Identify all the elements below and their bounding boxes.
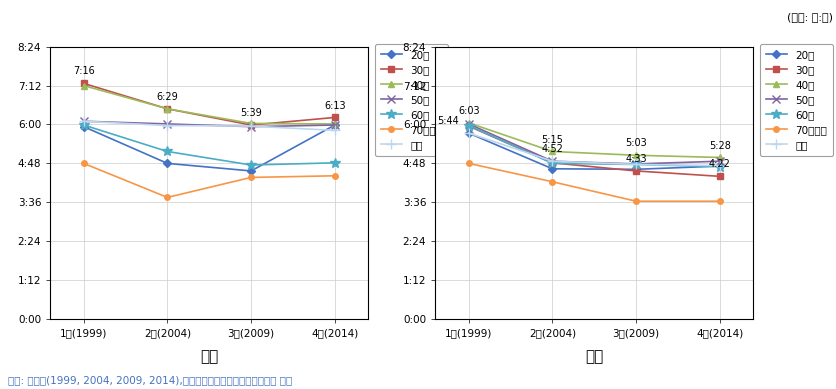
Line: 20대: 20대 bbox=[466, 130, 721, 172]
Text: 6:29: 6:29 bbox=[156, 92, 178, 102]
Line: 60대: 60대 bbox=[79, 120, 339, 170]
전체 bbox=[714, 163, 724, 168]
40대 bbox=[714, 155, 724, 160]
50대 bbox=[79, 119, 89, 124]
20대 bbox=[329, 123, 339, 127]
50대 bbox=[329, 123, 339, 127]
X-axis label: 남성: 남성 bbox=[200, 349, 218, 364]
Legend: 20대, 30대, 40대, 50대, 60대, 70대이상, 전체: 20대, 30대, 40대, 50대, 60대, 70대이상, 전체 bbox=[759, 44, 832, 156]
전체 bbox=[329, 128, 339, 133]
전체 bbox=[162, 123, 172, 128]
20대 bbox=[162, 161, 172, 166]
Line: 40대: 40대 bbox=[465, 119, 722, 161]
Legend: 20대, 30대, 40대, 50대, 60대, 70대이상, 전체: 20대, 30대, 40대, 50대, 60대, 70대이상, 전체 bbox=[375, 44, 447, 156]
70대이상 bbox=[547, 179, 557, 184]
20대 bbox=[714, 164, 724, 168]
Line: 50대: 50대 bbox=[79, 117, 339, 131]
Text: (단위: 시:분): (단위: 시:분) bbox=[786, 12, 832, 22]
30대 bbox=[714, 174, 724, 179]
전체 bbox=[79, 119, 89, 124]
60대 bbox=[463, 123, 473, 128]
전체 bbox=[463, 131, 473, 135]
60대 bbox=[162, 149, 172, 154]
Text: 자료: 통계청(1999, 2004, 2009, 2014),「생활시간조사」마이크로데이타 분석: 자료: 통계청(1999, 2004, 2009, 2014),「생활시간조사」… bbox=[8, 375, 293, 385]
30대 bbox=[246, 123, 256, 127]
20대 bbox=[79, 124, 89, 129]
Text: 6:03: 6:03 bbox=[457, 106, 479, 116]
Line: 40대: 40대 bbox=[80, 82, 338, 128]
Line: 60대: 60대 bbox=[463, 121, 724, 172]
30대 bbox=[547, 161, 557, 165]
30대 bbox=[329, 115, 339, 120]
Text: 5:03: 5:03 bbox=[624, 138, 646, 148]
20대 bbox=[630, 167, 640, 172]
Line: 전체: 전체 bbox=[463, 128, 724, 170]
40대 bbox=[463, 121, 473, 125]
Text: 6:13: 6:13 bbox=[324, 100, 345, 110]
30대 bbox=[463, 124, 473, 128]
60대 bbox=[329, 161, 339, 165]
60대 bbox=[630, 162, 640, 167]
50대 bbox=[714, 159, 724, 163]
70대이상 bbox=[79, 161, 89, 166]
Line: 70대이상: 70대이상 bbox=[466, 161, 721, 204]
Text: 4:33: 4:33 bbox=[624, 154, 646, 164]
70대이상 bbox=[329, 173, 339, 178]
Text: 5:28: 5:28 bbox=[708, 140, 730, 151]
Text: 4:52: 4:52 bbox=[541, 144, 563, 154]
50대 bbox=[547, 159, 557, 163]
60대 bbox=[246, 163, 256, 167]
전체 bbox=[246, 124, 256, 128]
전체 bbox=[547, 159, 557, 163]
30대 bbox=[79, 81, 89, 86]
Text: 5:15: 5:15 bbox=[541, 135, 563, 145]
50대 bbox=[630, 161, 640, 166]
70대이상 bbox=[246, 175, 256, 180]
20대 bbox=[246, 168, 256, 173]
Line: 30대: 30대 bbox=[81, 81, 337, 128]
30대 bbox=[630, 168, 640, 173]
50대 bbox=[162, 122, 172, 126]
Text: 4:22: 4:22 bbox=[708, 159, 730, 169]
Line: 20대: 20대 bbox=[81, 122, 337, 174]
40대 bbox=[329, 122, 339, 126]
Text: 5:44: 5:44 bbox=[436, 116, 458, 126]
X-axis label: 여성: 여성 bbox=[584, 349, 603, 364]
Text: 7:16: 7:16 bbox=[73, 67, 94, 77]
40대 bbox=[79, 83, 89, 88]
전체 bbox=[630, 162, 640, 167]
Text: 5:39: 5:39 bbox=[240, 108, 262, 118]
Line: 전체: 전체 bbox=[79, 116, 339, 135]
70대이상 bbox=[630, 199, 640, 203]
70대이상 bbox=[463, 161, 473, 166]
Line: 30대: 30대 bbox=[466, 123, 721, 179]
70대이상 bbox=[714, 199, 724, 203]
40대 bbox=[547, 149, 557, 154]
20대 bbox=[547, 166, 557, 171]
Line: 70대이상: 70대이상 bbox=[81, 161, 337, 200]
20대 bbox=[463, 131, 473, 135]
60대 bbox=[714, 164, 724, 169]
40대 bbox=[630, 153, 640, 158]
40대 bbox=[162, 107, 172, 111]
Line: 50대: 50대 bbox=[464, 120, 723, 168]
70대이상 bbox=[162, 195, 172, 200]
60대 bbox=[79, 123, 89, 127]
40대 bbox=[246, 121, 256, 126]
30대 bbox=[162, 107, 172, 111]
60대 bbox=[547, 161, 557, 166]
50대 bbox=[463, 122, 473, 126]
50대 bbox=[246, 124, 256, 129]
